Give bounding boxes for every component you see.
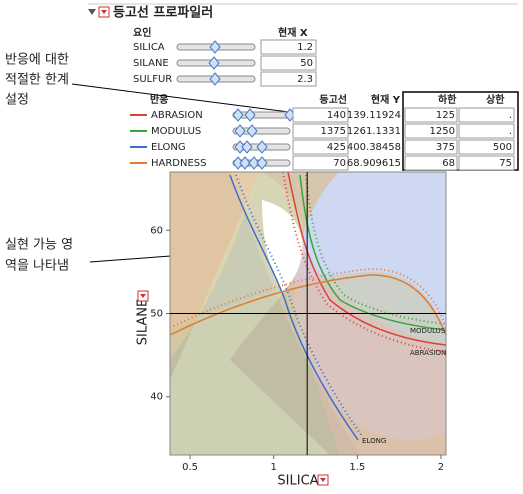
input-box[interactable] <box>260 55 317 71</box>
slider-thumb[interactable] <box>246 124 258 138</box>
input-box[interactable] <box>292 107 349 123</box>
input-box[interactable] <box>404 107 458 123</box>
input-box[interactable] <box>458 107 515 123</box>
red-menu-arrow <box>101 10 107 14</box>
title: 등고선 프로파일러 <box>113 5 213 21</box>
slider-thumb[interactable] <box>208 56 220 70</box>
y-axis-label: SILANE <box>136 299 151 345</box>
factor-value: 1.2 <box>297 42 313 53</box>
contour-regions <box>170 172 446 455</box>
response-name: MODULUS <box>151 126 201 137</box>
factor-value: 2.3 <box>297 74 313 85</box>
input-box[interactable] <box>260 71 317 87</box>
lower-limit: 1250 <box>430 126 455 137</box>
slider-thumb[interactable] <box>234 124 246 138</box>
contour-value: 140 <box>327 110 346 121</box>
factor-name: SILICA <box>133 42 165 53</box>
slider-thumb[interactable] <box>232 108 244 122</box>
annotation: 실현 가능 영 <box>5 238 73 253</box>
input-box[interactable] <box>404 123 458 139</box>
input-box[interactable] <box>260 39 317 55</box>
contour-label: ELONG <box>362 437 386 445</box>
lower-limit: 68 <box>442 158 455 169</box>
input-box[interactable] <box>404 139 458 155</box>
upper-limit: . <box>509 126 512 137</box>
slider-thumb[interactable] <box>209 40 221 54</box>
y-tick-label: 60 <box>150 225 163 236</box>
x-tick-label: 1 <box>271 462 277 473</box>
y-tick-label: 40 <box>150 392 163 403</box>
response-header: 하한 <box>438 93 457 106</box>
current-y: 1261.1331 <box>347 126 401 137</box>
upper-limit: 75 <box>499 158 512 169</box>
factor-name: SULFUR <box>133 74 172 85</box>
current-y: 400.38458 <box>347 142 401 153</box>
slider-thumb[interactable] <box>244 108 256 122</box>
input-box[interactable] <box>292 155 349 171</box>
annotation: 역을 나타냄 <box>5 259 69 274</box>
slider-thumb[interactable] <box>209 72 221 86</box>
annotation: 설정 <box>5 93 29 108</box>
input-box[interactable] <box>292 123 349 139</box>
lower-limit: 375 <box>436 142 455 153</box>
red-menu-arrow <box>140 294 146 298</box>
slider-thumb[interactable] <box>241 140 253 154</box>
contour-value: 70 <box>333 158 346 169</box>
input-box[interactable] <box>458 139 515 155</box>
contour-label: ABRASION <box>410 349 446 357</box>
factor-value: 50 <box>300 58 313 69</box>
upper-limit: 500 <box>493 142 512 153</box>
input-box[interactable] <box>458 123 515 139</box>
slider-thumb[interactable] <box>256 156 268 170</box>
x-tick-label: 1.5 <box>349 462 365 473</box>
slider-track[interactable] <box>232 127 291 135</box>
annotation-line <box>71 83 321 117</box>
response-header: 현재 Y <box>371 93 401 106</box>
response-name: ABRASION <box>151 110 203 121</box>
y-tick-label: 50 <box>150 309 163 320</box>
factor-header: 요인 <box>133 26 151 39</box>
input-box[interactable] <box>404 155 458 171</box>
response-name: ELONG <box>151 142 186 153</box>
current-y: 68.909615 <box>347 158 401 169</box>
annotation: 적절한 한계 <box>5 73 69 88</box>
factor-header: 현재 X <box>278 26 308 39</box>
input-box[interactable] <box>292 139 349 155</box>
slider-thumb[interactable] <box>239 156 251 170</box>
response-header: 등고선 <box>319 93 347 106</box>
contour-value: 425 <box>327 142 346 153</box>
red-menu-arrow <box>320 478 326 482</box>
x-tick-label: 2 <box>438 462 444 473</box>
contour-value: 1375 <box>321 126 346 137</box>
current-y: 139.11924 <box>347 110 401 121</box>
response-header: 상한 <box>486 93 505 106</box>
upper-limit: . <box>509 110 512 121</box>
slider-thumb[interactable] <box>256 140 268 154</box>
annotation: 반응에 대한 <box>5 53 69 68</box>
lower-limit: 125 <box>436 110 455 121</box>
slider-thumb[interactable] <box>248 156 260 170</box>
disclosure-icon[interactable] <box>88 9 96 15</box>
x-tick-label: 0.5 <box>182 462 198 473</box>
factor-name: SILANE <box>133 58 169 69</box>
x-axis-label: SILICA <box>277 474 318 489</box>
input-box[interactable] <box>458 155 515 171</box>
contour-label: MODULUS <box>410 327 446 335</box>
response-name: HARDNESS <box>151 158 207 169</box>
